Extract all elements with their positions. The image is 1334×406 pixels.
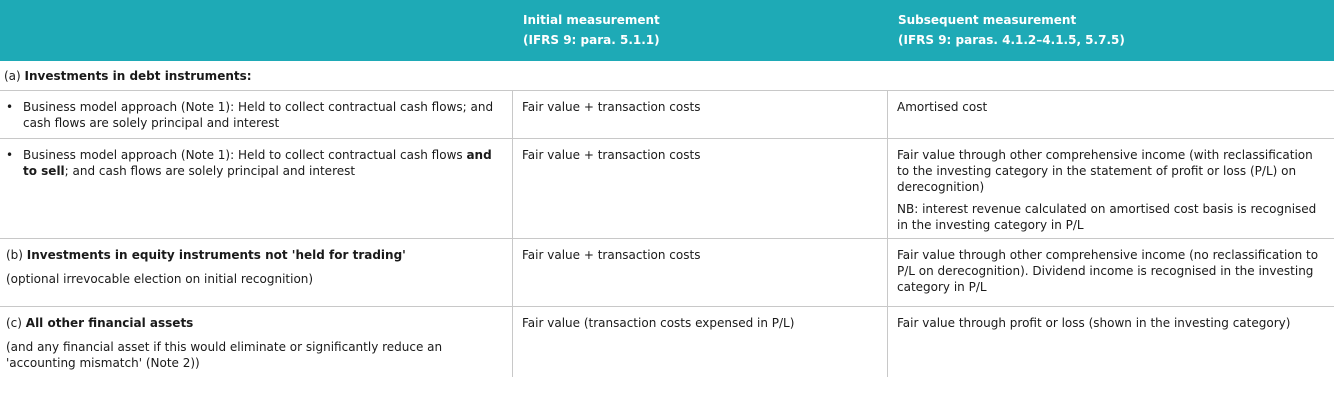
- table-row: (c) All other financial assets (and any …: [0, 307, 1334, 377]
- row3-title: Investments in equity instruments not 'h…: [26, 248, 406, 262]
- row2-desc-a: Business model approach (Note 1): Held t…: [23, 148, 467, 162]
- row4-sub: (and any financial asset if this would e…: [6, 340, 443, 370]
- section-a-title: Investments in debt instruments: [24, 69, 247, 83]
- row4-description: (c) All other financial assets (and any …: [0, 307, 513, 377]
- row2-desc-b: ; and cash flows are solely principal an…: [64, 164, 356, 178]
- row2-desc-bold: and to sell: [23, 148, 492, 178]
- row2-description: • Business model approach (Note 1): Held…: [0, 139, 513, 238]
- row2-subsequent: Fair value through other comprehensive i…: [888, 139, 1334, 238]
- table-header: Initial measurement (IFRS 9: para. 5.1.1…: [0, 0, 1334, 61]
- row1-initial: Fair value + transaction costs: [513, 91, 888, 138]
- row2-initial: Fair value + transaction costs: [513, 139, 888, 238]
- row3-prefix: (b): [6, 248, 27, 262]
- row4-initial: Fair value (transaction costs expensed i…: [513, 307, 888, 377]
- row1-desc-text: Business model approach (Note 1): Held t…: [23, 100, 494, 130]
- row2-desc-text: Business model approach (Note 1): Held t…: [23, 147, 504, 179]
- row3-sub: (optional irrevocable election on initia…: [6, 272, 314, 286]
- measurement-table: Initial measurement (IFRS 9: para. 5.1.1…: [0, 0, 1334, 377]
- table-row: • Business model approach (Note 1): Held…: [0, 91, 1334, 139]
- bullet-icon: •: [6, 148, 14, 162]
- header-subsequent-measurement: Subsequent measurement (IFRS 9: paras. 4…: [888, 0, 1334, 61]
- section-a-prefix: (a): [4, 69, 25, 83]
- header-subsequent-ref: (IFRS 9: paras. 4.1.2–4.1.5, 5.7.5): [898, 33, 1125, 47]
- header-initial-title: Initial measurement: [523, 13, 660, 27]
- row1-subsequent: Amortised cost: [897, 100, 988, 114]
- row1-description: • Business model approach (Note 1): Held…: [0, 91, 513, 138]
- table-row: • Business model approach (Note 1): Held…: [0, 139, 1334, 239]
- row3-initial: Fair value + transaction costs: [513, 239, 888, 306]
- section-a-suffix: :: [246, 69, 252, 83]
- row3-description: (b) Investments in equity instruments no…: [0, 239, 513, 306]
- header-subsequent-title: Subsequent measurement: [898, 13, 1077, 27]
- bullet-icon: •: [6, 100, 14, 114]
- row2-note: NB: interest revenue calculated on amort…: [897, 202, 1317, 232]
- header-col-empty: [0, 0, 513, 61]
- row3-subsequent: Fair value through other comprehensive i…: [897, 248, 1319, 294]
- row4-subsequent: Fair value through profit or loss (shown…: [897, 316, 1291, 330]
- row2-subsequent-text: Fair value through other comprehensive i…: [897, 148, 1313, 194]
- header-initial-ref: (IFRS 9: para. 5.1.1): [523, 33, 660, 47]
- row4-prefix: (c): [6, 316, 26, 330]
- table-row: (b) Investments in equity instruments no…: [0, 239, 1334, 307]
- header-initial-measurement: Initial measurement (IFRS 9: para. 5.1.1…: [513, 0, 888, 61]
- row4-title: All other financial assets: [25, 316, 194, 330]
- section-debt-instruments: (a) Investments in debt instruments:: [0, 61, 1334, 91]
